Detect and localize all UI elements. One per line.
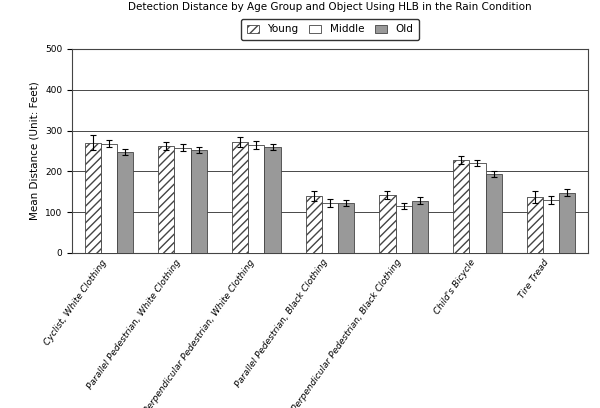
Bar <box>248 145 265 253</box>
Bar <box>527 197 543 253</box>
Title: Detection Distance by Age Group and Object Using HLB in the Rain Condition: Detection Distance by Age Group and Obje… <box>128 2 532 12</box>
Bar <box>85 143 101 253</box>
Bar <box>395 206 412 253</box>
Bar <box>469 163 485 253</box>
Bar <box>412 201 428 253</box>
Bar <box>305 196 322 253</box>
Bar <box>485 174 502 253</box>
Bar <box>158 146 175 253</box>
Bar <box>232 142 248 253</box>
Bar <box>175 148 191 253</box>
Y-axis label: Mean Distance (Unit: Feet): Mean Distance (Unit: Feet) <box>29 82 40 220</box>
Bar <box>322 203 338 253</box>
Bar <box>543 200 559 253</box>
Bar <box>117 152 133 253</box>
Bar <box>559 193 575 253</box>
Bar <box>338 203 355 253</box>
Bar <box>191 150 207 253</box>
Bar <box>265 147 281 253</box>
Bar <box>101 144 117 253</box>
Bar <box>379 195 395 253</box>
Legend: Young, Middle, Old: Young, Middle, Old <box>241 19 419 40</box>
Bar <box>453 160 469 253</box>
